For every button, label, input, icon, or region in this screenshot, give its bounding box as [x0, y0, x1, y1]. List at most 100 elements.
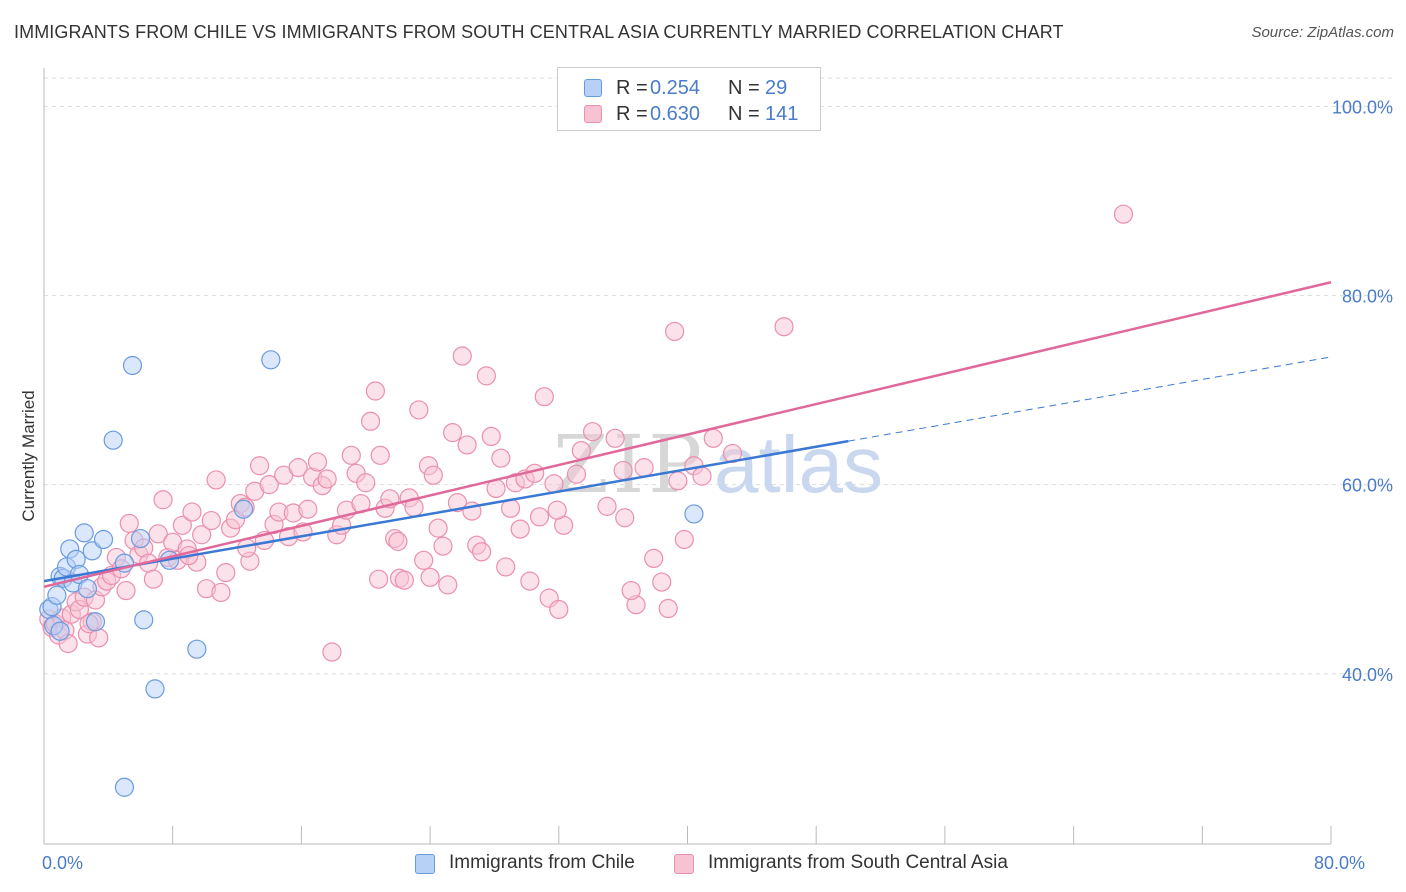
data-point	[153, 490, 173, 510]
data-point	[634, 458, 654, 478]
data-point	[566, 464, 587, 484]
data-point	[192, 525, 212, 545]
data-point	[148, 524, 168, 544]
data-point	[360, 411, 381, 431]
data-point	[233, 499, 254, 519]
stats-r-label: R =	[616, 77, 648, 99]
data-point	[409, 400, 429, 420]
data-point	[644, 548, 664, 569]
data-point	[471, 542, 492, 562]
stats-r-value: 0.254	[650, 77, 701, 99]
trend-line-sca	[43, 281, 1332, 588]
data-point	[547, 500, 567, 520]
data-point	[103, 430, 123, 450]
data-point	[652, 572, 672, 592]
data-point	[50, 621, 70, 641]
data-point	[774, 317, 794, 337]
y-tick-label: 60.0%	[1342, 476, 1393, 496]
data-point	[615, 508, 635, 528]
data-point	[496, 557, 516, 577]
data-point	[322, 642, 342, 662]
data-point	[298, 499, 318, 519]
data-point	[211, 582, 231, 603]
data-point	[182, 502, 202, 522]
data-point	[130, 528, 151, 549]
axis-layer	[43, 68, 1332, 845]
data-point	[187, 639, 207, 659]
stats-swatch-sca	[584, 105, 602, 123]
data-point	[703, 428, 723, 448]
series-south-central-asia	[39, 204, 1134, 662]
data-point	[82, 541, 102, 561]
data-point	[668, 471, 688, 491]
legend-swatch-chile	[415, 854, 435, 874]
chart-title: IMMIGRANTS FROM CHILE VS IMMIGRANTS FROM…	[14, 22, 1064, 42]
data-point	[605, 428, 625, 448]
data-point	[317, 469, 337, 489]
data-point	[452, 346, 472, 366]
watermark-atlas: atlas	[714, 420, 883, 509]
source-label: Source: ZipAtlas.com	[1251, 24, 1394, 41]
stats-r-label: R =	[616, 103, 648, 125]
data-point	[597, 496, 617, 516]
data-point	[370, 445, 390, 465]
data-point	[433, 536, 453, 556]
data-point	[143, 569, 163, 589]
legend: Immigrants from Chile Immigrants from So…	[0, 852, 1406, 878]
data-point	[206, 470, 226, 490]
data-point	[423, 465, 443, 485]
data-point	[85, 612, 106, 632]
stats-n-value: 141	[765, 103, 799, 125]
data-point	[307, 452, 328, 472]
y-tick-label: 80.0%	[1342, 287, 1393, 307]
data-point	[476, 366, 497, 386]
data-point	[394, 570, 414, 590]
stats-row-chile: R = 0.254 N = 29	[558, 75, 820, 101]
data-point	[414, 550, 434, 570]
data-point	[145, 679, 165, 699]
data-point	[520, 571, 540, 591]
data-point	[1113, 204, 1134, 224]
data-point	[172, 515, 192, 535]
x-tick-label: 80.0%	[1314, 853, 1365, 873]
data-point	[259, 475, 279, 495]
y-tick-label: 100.0%	[1332, 97, 1393, 117]
data-point	[529, 507, 550, 527]
data-point	[47, 585, 67, 605]
grid-layer	[44, 77, 1392, 675]
trend-layer	[43, 281, 1332, 588]
y-axis-label: Currently Married	[19, 390, 38, 521]
stats-n-label: N =	[728, 77, 760, 99]
stats-row-sca: R = 0.630 N = 141	[558, 101, 820, 127]
data-point	[674, 529, 694, 550]
data-point	[549, 599, 569, 620]
data-point	[122, 355, 143, 376]
data-point	[249, 456, 270, 476]
data-point	[534, 387, 554, 407]
data-point	[74, 523, 94, 543]
data-point	[613, 460, 633, 481]
data-point	[428, 518, 448, 538]
data-point	[365, 381, 386, 401]
x-tick-label: 0.0%	[42, 853, 83, 873]
data-point	[216, 562, 236, 583]
data-point	[658, 598, 678, 619]
data-point	[93, 529, 114, 550]
data-point	[510, 519, 530, 539]
data-point	[341, 445, 361, 465]
stats-box: R = 0.254 N = 29 R = 0.630 N = 141	[557, 67, 821, 131]
data-point	[457, 435, 477, 455]
data-point	[481, 426, 501, 447]
label-layer: 40.0% 60.0% 80.0% 100.0% 0.0% 80.0%	[42, 97, 1393, 873]
stats-n-value: 29	[765, 77, 788, 99]
y-tick-label: 40.0%	[1342, 665, 1393, 685]
data-point	[201, 510, 221, 531]
data-point	[388, 531, 408, 551]
trend-line-chile-extension	[848, 356, 1332, 442]
data-point	[119, 513, 139, 534]
legend-label-sca: Immigrants from South Central Asia	[708, 852, 1008, 873]
legend-swatch-sca	[674, 854, 694, 874]
stats-r-value: 0.630	[650, 103, 701, 125]
stats-swatch-chile	[584, 79, 602, 97]
data-point	[491, 448, 511, 468]
